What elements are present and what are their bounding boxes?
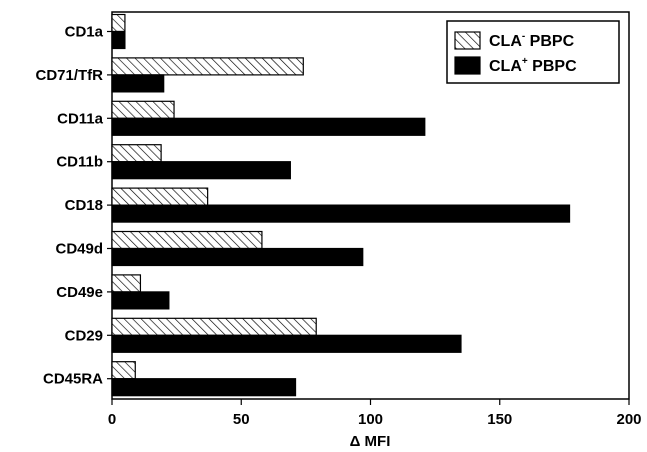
bar-cd29-cla-pos [111, 334, 462, 353]
category-label-cd18: CD18 [65, 197, 103, 214]
legend-swatch-solid [454, 56, 481, 75]
category-labels: CD1a CD71/TfR CD11a CD11b CD18 CD49d CD49e CD29… [35, 24, 112, 388]
category-label-cd11b: CD11b [56, 154, 103, 171]
x-tick-label-0: 0 [108, 411, 116, 428]
x-axis: 0 50 100 150 200 [108, 399, 642, 428]
category-label-cd49e: CD49e [56, 284, 103, 301]
legend-swatch-hatched [454, 31, 481, 50]
x-axis-label: Δ MFI [350, 433, 391, 450]
category-label-cd71-tfr: CD71/TfR [35, 67, 103, 84]
bar-cd29-cla-neg [111, 317, 317, 336]
legend: CLA- PBPC CLA+ PBPC [446, 20, 620, 84]
bar-cd45ra-cla-neg [111, 361, 136, 380]
bar-cd11a-cla-pos [111, 117, 426, 136]
bar-cd71-tfr-cla-pos [111, 74, 165, 93]
bar-cd49d-cla-pos [111, 247, 364, 267]
legend-label-cla-pos: CLA+ PBPC [489, 56, 577, 75]
bar-cd11b-cla-pos [111, 161, 291, 180]
bar-cd49d-cla-neg [111, 230, 263, 250]
category-label-cd11a: CD11a [57, 110, 104, 127]
bar-cd1a-cla-pos [111, 30, 126, 50]
bar-cd11b-cla-neg [111, 144, 162, 163]
category-label-cd29: CD29 [65, 327, 103, 344]
bar-cd18-cla-pos [111, 204, 571, 223]
bar-cd49e-cla-neg [111, 274, 142, 293]
bar-cd71-tfr-cla-neg [111, 57, 304, 76]
bar-cd1a-cla-neg [111, 13, 126, 33]
bar-cd18-cla-neg [111, 187, 209, 206]
bar-cd11a-cla-neg [111, 100, 175, 119]
x-tick-label-150: 150 [487, 411, 512, 428]
bar-cd45ra-cla-pos [111, 378, 297, 397]
category-label-cd49d: CD49d [55, 241, 103, 258]
x-tick-label-200: 200 [616, 411, 641, 428]
bars-group [111, 13, 571, 397]
legend-label-cla-neg: CLA- PBPC [489, 31, 575, 50]
x-tick-label-100: 100 [358, 411, 383, 428]
bar-cd49e-cla-pos [111, 291, 170, 310]
x-tick-label-50: 50 [233, 411, 250, 428]
category-label-cd45ra: CD45RA [43, 371, 103, 388]
category-label-cd1a: CD1a [65, 24, 104, 41]
